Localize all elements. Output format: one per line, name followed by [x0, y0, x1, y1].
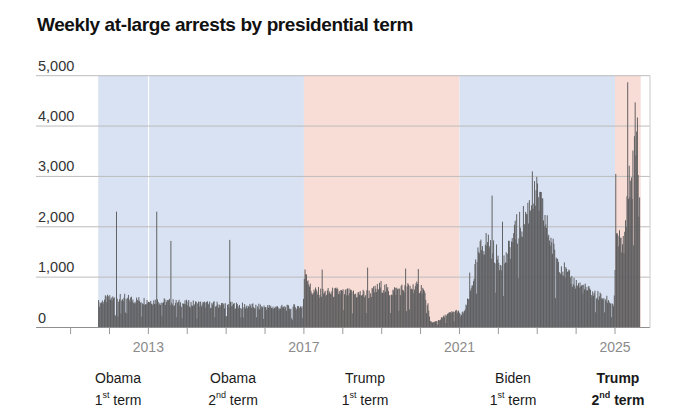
term-ordinal: 2nd term	[591, 389, 644, 411]
term-ordinal: 1st term	[490, 389, 537, 411]
term-ordinal: 1st term	[95, 389, 142, 411]
term-band-obama-2nd-term	[149, 76, 304, 328]
term-label-obama-2nd: Obama2nd term	[208, 367, 258, 411]
term-label-trump-2nd: Trump2nd term	[591, 367, 644, 411]
chart-figure: Weekly at-large arrests by presidential …	[0, 0, 697, 420]
term-label-obama-1st: Obama1st term	[95, 367, 142, 411]
term-ordinal: 1st term	[342, 389, 389, 411]
y-tick-label-5000: 5,000	[38, 58, 74, 74]
president-name: Trump	[342, 367, 389, 389]
president-name: Biden	[490, 367, 537, 389]
president-name: Obama	[208, 367, 258, 389]
y-tick-label-0: 0	[38, 310, 46, 326]
y-tick-label-1000: 1,000	[38, 259, 74, 275]
chart-canvas: 0 1,000 2,000 3,000 4,000 5,000 2013 2017 2021 20…	[0, 0, 697, 420]
term-label-trump-1st: Trump1st term	[342, 367, 389, 411]
y-tick-label-3000: 3,000	[38, 158, 74, 174]
y-tick-label-2000: 2,000	[38, 209, 74, 225]
term-band-trump-1st-term	[304, 76, 460, 328]
term-band-obama-1st-term	[98, 76, 148, 328]
term-ordinal: 2nd term	[208, 389, 258, 411]
president-name: Trump	[591, 367, 644, 389]
president-name: Obama	[95, 367, 142, 389]
year-label-2017: 2017	[288, 339, 319, 355]
term-label-biden-1st: Biden1st term	[490, 367, 537, 411]
year-label-2025: 2025	[599, 339, 630, 355]
year-label-2021: 2021	[444, 339, 475, 355]
y-tick-label-4000: 4,000	[38, 108, 74, 124]
year-label-2013: 2013	[133, 339, 164, 355]
